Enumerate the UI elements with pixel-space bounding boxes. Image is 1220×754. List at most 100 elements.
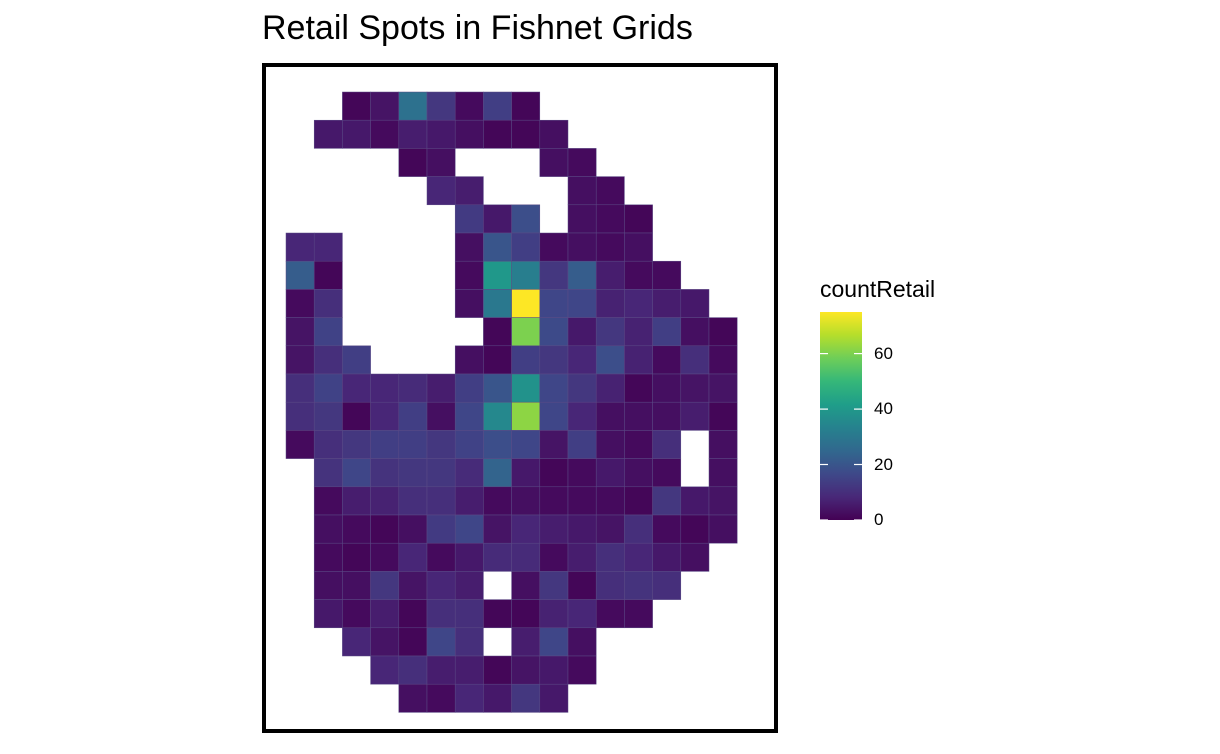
fishnet-heatmap — [285, 91, 738, 713]
grid-cell — [454, 345, 484, 375]
grid-cell — [426, 542, 456, 572]
grid-cell — [454, 571, 484, 600]
grid-cell — [454, 91, 484, 121]
grid-cell — [680, 289, 710, 318]
grid-cell — [652, 317, 682, 347]
grid-cell — [398, 373, 428, 403]
grid-cell — [567, 401, 597, 431]
grid-cell — [511, 542, 541, 572]
legend-title: countRetail — [820, 276, 936, 302]
grid-cell — [539, 683, 569, 713]
grid-cell — [313, 260, 343, 290]
grid-cell — [652, 345, 682, 375]
grid-cell — [398, 571, 428, 600]
grid-cell — [426, 91, 456, 121]
grid-cell — [680, 514, 710, 544]
grid-cell — [595, 176, 625, 206]
grid-cell — [454, 373, 484, 403]
grid-cell — [370, 627, 400, 657]
grid-cell — [454, 458, 484, 488]
grid-cell — [398, 683, 428, 713]
grid-cell — [285, 232, 315, 262]
grid-cell — [652, 542, 682, 572]
grid-cell — [342, 91, 371, 121]
grid-cell — [511, 514, 541, 544]
grid-cell — [426, 119, 456, 149]
legend-tick-label: 20 — [874, 454, 893, 474]
grid-cell — [539, 289, 569, 318]
grid-cell — [454, 514, 484, 544]
grid-cell — [567, 655, 597, 685]
grid-cell — [454, 655, 484, 685]
grid-cell — [624, 317, 653, 347]
grid-cell — [511, 401, 541, 431]
grid-cell — [313, 317, 343, 347]
grid-cell — [342, 486, 371, 516]
grid-cell — [539, 401, 569, 431]
grid-cell — [624, 514, 653, 544]
grid-cell — [285, 260, 315, 290]
grid-cell — [539, 119, 569, 149]
grid-cell — [370, 401, 400, 431]
grid-cell — [342, 514, 371, 544]
grid-cell — [483, 373, 512, 403]
grid-cell — [511, 119, 541, 149]
grid-cell — [313, 571, 343, 600]
grid-cell — [454, 486, 484, 516]
grid-cell — [342, 571, 371, 600]
grid-cell — [398, 486, 428, 516]
grid-cell — [567, 430, 597, 459]
grid-cell — [483, 655, 512, 685]
grid-cell — [426, 655, 456, 685]
grid-cell — [313, 486, 343, 516]
grid-cell — [342, 627, 371, 657]
grid-cell — [483, 232, 512, 262]
grid-cell — [426, 571, 456, 600]
grid-cell — [483, 204, 512, 234]
grid-cell — [454, 176, 484, 206]
grid-cell — [511, 683, 541, 713]
grid-cell — [313, 373, 343, 403]
grid-cell — [539, 260, 569, 290]
grid-cell — [595, 317, 625, 347]
grid-cell — [313, 401, 343, 431]
grid-cell — [511, 430, 541, 459]
grid-cell — [342, 430, 371, 459]
grid-cell — [595, 345, 625, 375]
grid-cell — [567, 458, 597, 488]
grid-cell — [483, 260, 512, 290]
grid-cell — [398, 655, 428, 685]
grid-cell — [483, 683, 512, 713]
grid-cell — [624, 571, 653, 600]
grid-cell — [454, 627, 484, 657]
grid-cell — [313, 599, 343, 629]
grid-cell — [370, 430, 400, 459]
grid-cell — [652, 260, 682, 290]
grid-cell — [342, 542, 371, 572]
grid-cell — [285, 430, 315, 459]
grid-cell — [454, 542, 484, 572]
grid-cell — [426, 458, 456, 488]
grid-cell — [539, 232, 569, 262]
grid-cell — [454, 430, 484, 459]
grid-cell — [483, 542, 512, 572]
grid-cell — [483, 458, 512, 488]
grid-cell — [539, 571, 569, 600]
grid-cell — [708, 345, 738, 375]
grid-cell — [285, 317, 315, 347]
grid-cell — [708, 486, 738, 516]
grid-cell — [624, 373, 653, 403]
chart-title: Retail Spots in Fishnet Grids — [262, 9, 693, 47]
grid-cell — [652, 514, 682, 544]
grid-cell — [313, 542, 343, 572]
grid-cell — [454, 119, 484, 149]
grid-cell — [652, 486, 682, 516]
grid-cell — [652, 571, 682, 600]
grid-cell — [567, 373, 597, 403]
grid-cell — [398, 627, 428, 657]
grid-cell — [595, 401, 625, 431]
grid-cell — [680, 317, 710, 347]
grid-cell — [511, 317, 541, 347]
grid-cell — [680, 486, 710, 516]
grid-cell — [483, 317, 512, 347]
